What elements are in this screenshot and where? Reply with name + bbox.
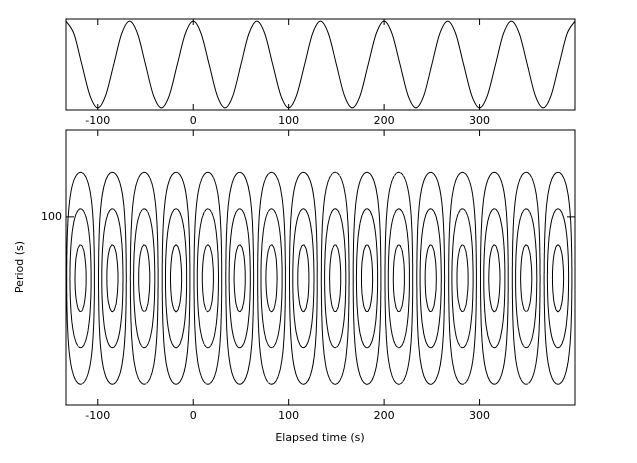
y-axis-title: Period (s) (13, 241, 26, 293)
contour-line (101, 208, 570, 349)
signal-line (65, 20, 576, 109)
x-tick-label: -100 (85, 409, 110, 422)
x-tick-label: 100 (278, 114, 299, 127)
x-tick-label: 300 (469, 114, 490, 127)
x-axis-title: Elapsed time (s) (275, 431, 364, 444)
x-tick-label: 0 (190, 114, 197, 127)
x-tick-label: 200 (374, 114, 395, 127)
x-tick-label: -100 (85, 114, 110, 127)
x-tick-label: 200 (374, 409, 395, 422)
contour-line (98, 171, 573, 385)
contour-line (69, 208, 538, 349)
contour-line (74, 244, 533, 313)
contour-line (106, 244, 565, 313)
top-panel-frame (65, 18, 576, 111)
bottom-panel-frame (65, 129, 576, 406)
y-tick-label: 100 (41, 210, 62, 223)
x-tick-label: 300 (469, 409, 490, 422)
x-tick-label: 0 (190, 409, 197, 422)
x-tick-label: 100 (278, 409, 299, 422)
contour-line (66, 171, 541, 385)
